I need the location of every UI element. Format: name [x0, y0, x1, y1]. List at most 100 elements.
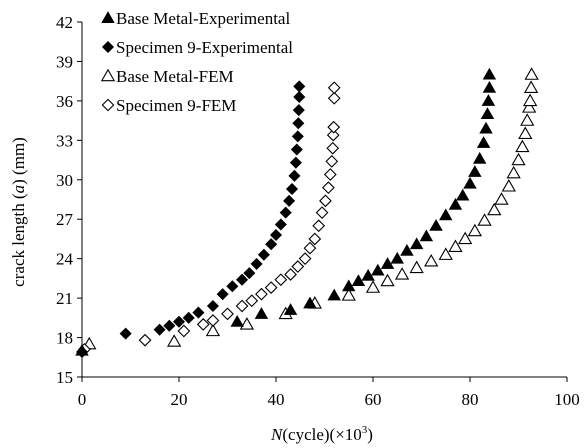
data-point-diamond-filled — [192, 306, 205, 319]
data-point-triangle-open — [524, 67, 539, 80]
y-tick-label: 33 — [56, 131, 73, 150]
data-point-triangle-filled — [371, 263, 385, 276]
series-triangle-open — [82, 67, 539, 350]
data-point-triangle-open — [487, 202, 502, 216]
data-point-triangle-filled — [400, 243, 414, 256]
data-point-triangle-filled — [429, 218, 443, 231]
data-point-diamond-filled — [250, 257, 263, 270]
legend-symbol-diamond-filled — [101, 40, 115, 54]
data-point-triangle-open — [520, 113, 535, 126]
data-point-triangle-filled — [409, 237, 424, 250]
data-point-triangle-filled — [342, 279, 356, 292]
data-point-diamond-open — [319, 194, 332, 208]
data-point-diamond-filled — [182, 311, 195, 324]
data-point-triangle-filled — [463, 176, 477, 189]
data-point-triangle-filled — [479, 121, 493, 134]
data-point-diamond-filled — [283, 194, 296, 207]
legend-label-specimen-9-fem: Specimen 9-FEM — [116, 96, 236, 115]
y-tick-label: 15 — [56, 368, 73, 387]
data-point-triangle-filled — [303, 296, 317, 309]
data-point-triangle-filled — [254, 307, 269, 319]
legend-marker-open-triangle — [100, 68, 116, 82]
data-point-triangle-filled — [439, 208, 453, 221]
x-axis-label-rest: (cycle)(×10 — [282, 425, 361, 444]
data-point-diamond-filled — [153, 323, 166, 336]
data-point-diamond-filled — [163, 319, 176, 332]
series-diamond-filled — [75, 80, 306, 359]
y-tick-label: 24 — [56, 250, 74, 269]
legend-marker-filled-triangle — [101, 11, 115, 23]
data-point-triangle-open — [515, 139, 530, 153]
data-point-diamond-filled — [288, 169, 301, 182]
y-axis-label: crack length (a) (mm) — [9, 137, 28, 287]
data-point-diamond-open — [325, 154, 339, 168]
x-axis-label: N(cycle)(×103) — [270, 424, 373, 444]
data-point-diamond-open — [221, 307, 234, 321]
y-tick-label: 18 — [56, 329, 73, 348]
data-point-triangle-open — [424, 253, 439, 267]
data-point-triangle-open — [494, 192, 509, 205]
data-point-diamond-filled — [289, 156, 302, 169]
data-point-triangle-open — [501, 179, 516, 192]
data-point-triangle-filled — [230, 314, 244, 327]
data-point-diamond-open — [196, 318, 210, 331]
data-point-triangle-filled — [482, 80, 497, 93]
x-axis-label-close: ) — [367, 425, 373, 444]
data-point-diamond-filled — [292, 104, 305, 117]
legend-entry-base-metal-fem: Base Metal-FEM — [100, 67, 234, 86]
data-point-triangle-filled — [468, 165, 482, 177]
data-point-diamond-open — [255, 287, 268, 301]
x-axis-label-prefix: N — [270, 425, 284, 444]
data-point-triangle-open — [341, 288, 356, 301]
data-point-triangle-filled — [481, 94, 496, 106]
x-axis-ticks: 0 20 40 60 80 100 — [78, 377, 580, 409]
data-point-triangle-open — [167, 334, 182, 347]
data-point-diamond-open — [322, 181, 335, 195]
data-point-triangle-open — [518, 126, 533, 139]
legend-label-specimen-9-experimental: Specimen 9-Experimental — [116, 38, 293, 57]
legend-label-base-metal-experimental: Base Metal-Experimental — [116, 9, 290, 28]
data-point-triangle-filled — [351, 274, 366, 286]
data-point-triangle-open — [448, 239, 463, 253]
data-point-diamond-open — [326, 128, 340, 142]
data-point-diamond-filled — [119, 327, 132, 340]
data-point-triangle-open — [394, 267, 410, 280]
legend-label-base-metal-fem: Base Metal-FEM — [116, 67, 234, 86]
data-point-triangle-open — [458, 231, 473, 245]
data-point-diamond-open — [274, 273, 288, 287]
data-point-diamond-open — [312, 219, 326, 233]
data-point-triangle-open — [239, 317, 255, 330]
data-point-triangle-open — [522, 100, 537, 113]
data-point-triangle-open — [380, 273, 395, 287]
data-point-diamond-open — [303, 241, 317, 255]
series-diamond-open — [78, 81, 341, 356]
legend-entry-specimen-9-fem: Specimen 9-FEM — [101, 96, 236, 115]
data-point-diamond-open — [245, 294, 259, 308]
series-layer — [75, 67, 539, 359]
data-point-triangle-open — [506, 165, 521, 179]
x-tick-label: 80 — [462, 390, 479, 409]
data-point-diamond-open — [323, 168, 337, 181]
y-tick-label: 42 — [56, 13, 73, 32]
data-point-diamond-filled — [75, 345, 89, 359]
data-point-triangle-filled — [448, 197, 463, 210]
legend-symbol-diamond-open — [101, 98, 115, 112]
data-point-diamond-open — [284, 268, 297, 281]
data-point-diamond-open — [298, 252, 312, 266]
data-point-triangle-filled — [476, 136, 491, 148]
data-point-triangle-filled — [283, 303, 298, 315]
data-point-diamond-filled — [265, 238, 278, 251]
data-point-triangle-filled — [472, 151, 487, 164]
legend-symbol-triangle-open — [100, 68, 116, 82]
data-point-diamond-open — [327, 81, 341, 95]
data-point-triangle-filled — [482, 67, 497, 80]
data-point-triangle-filled — [361, 268, 375, 281]
legend-entry-base-metal-experimental: Base Metal-Experimental — [101, 9, 290, 28]
y-tick-label: 21 — [56, 289, 73, 308]
y-axis-label-pre: crack length ( — [9, 193, 28, 287]
legend: Base Metal-Experimental Specimen 9-Exper… — [100, 9, 293, 115]
data-point-triangle-filled — [380, 257, 395, 269]
x-tick-label: 60 — [365, 390, 382, 409]
data-point-diamond-open — [291, 260, 305, 273]
